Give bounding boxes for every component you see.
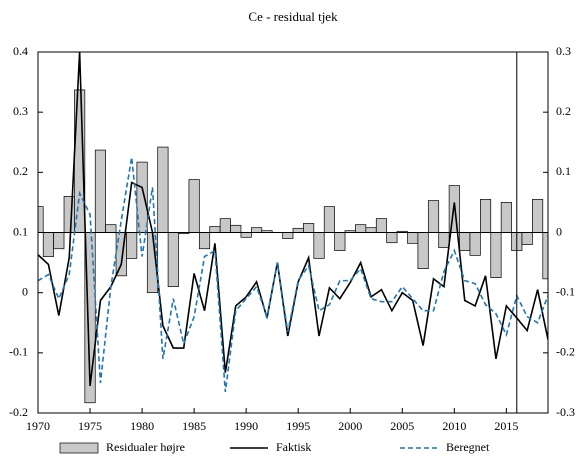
legend-swatch <box>59 442 99 454</box>
residual-bar <box>365 227 377 233</box>
residual-bar <box>479 199 492 233</box>
residual-bar <box>230 224 242 233</box>
residual-bar <box>219 218 231 233</box>
residual-bar <box>407 232 419 244</box>
residual-bar <box>386 232 398 244</box>
residual-bar <box>323 206 335 233</box>
x-tick-label: 2005 <box>390 419 414 433</box>
residual-bar <box>94 149 107 233</box>
y-tick-label: 0.4 <box>13 44 28 58</box>
residual-bar <box>53 232 65 250</box>
residual-bar <box>490 232 502 278</box>
residual-bar <box>198 232 211 250</box>
y-tick-label: 0.3 <box>13 104 28 118</box>
residual-bar <box>240 232 252 238</box>
residual-bar <box>188 179 200 233</box>
residual-bar <box>136 161 148 233</box>
residual-bar <box>105 224 117 233</box>
residual-bar <box>303 223 315 233</box>
residual-bar <box>63 196 75 233</box>
residual-bar <box>42 232 54 257</box>
residual-bar <box>292 227 304 233</box>
legend-label: Beregnet <box>446 440 490 454</box>
residual-bar <box>167 232 179 288</box>
residual-bar <box>469 232 481 256</box>
x-tick-label: 1975 <box>78 419 102 433</box>
y2-tick-label: 0 <box>556 224 562 238</box>
residual-bar <box>38 206 44 233</box>
legend-label: Residualer højre <box>106 440 185 454</box>
x-tick-label: 1980 <box>130 419 154 433</box>
y2-tick-label: -0.1 <box>556 284 575 298</box>
legend-label: Faktisk <box>276 440 311 454</box>
y2-tick-label: 0.2 <box>556 104 571 118</box>
residual-bar <box>417 232 429 269</box>
y2-tick-label: 0.1 <box>556 164 571 178</box>
residual-bar <box>438 232 450 248</box>
y2-tick-label: -0.2 <box>556 345 575 359</box>
residual-bar <box>355 224 367 233</box>
x-tick-label: 2015 <box>494 419 518 433</box>
y-tick-label: 0 <box>22 284 28 298</box>
x-tick-label: 2000 <box>338 419 362 433</box>
x-tick-label: 1985 <box>182 419 206 433</box>
y2-tick-label: -0.3 <box>556 405 575 419</box>
y-tick-label: -0.1 <box>9 345 28 359</box>
x-tick-label: 1970 <box>26 419 50 433</box>
residual-bar <box>459 232 471 251</box>
x-tick-label: 1995 <box>286 419 310 433</box>
residual-bar <box>334 232 346 251</box>
fitted-line <box>38 157 548 393</box>
chart-title: Ce - residual tjek <box>248 9 338 24</box>
y-tick-label: 0.1 <box>13 224 28 238</box>
residual-bar <box>532 199 544 233</box>
residual-bar <box>126 232 138 259</box>
residual-bar <box>313 232 325 259</box>
residual-bar <box>251 227 263 233</box>
residual-bar <box>209 226 221 233</box>
y2-tick-label: 0.3 <box>556 44 571 58</box>
x-tick-label: 1990 <box>234 419 258 433</box>
residual-bar <box>500 202 512 233</box>
residual-bar <box>521 232 533 245</box>
residual-bar <box>157 146 169 233</box>
y-tick-label: -0.2 <box>9 405 28 419</box>
x-tick-label: 2010 <box>442 419 466 433</box>
residual-bar <box>375 218 388 233</box>
actual-line <box>38 52 548 387</box>
residual-bar <box>282 232 294 239</box>
y-tick-label: 0.2 <box>13 164 28 178</box>
residual-bar <box>427 200 440 233</box>
